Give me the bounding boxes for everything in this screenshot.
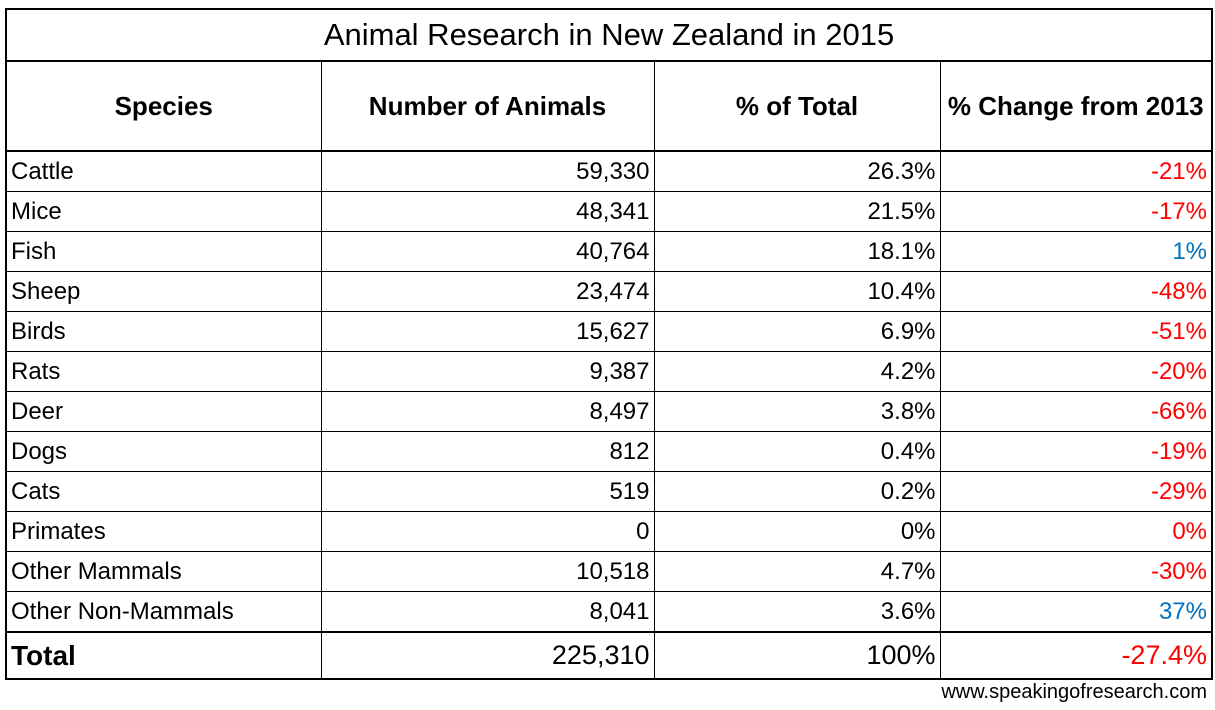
data-table: Animal Research in New Zealand in 2015 S… bbox=[5, 8, 1213, 680]
species-cell: Mice bbox=[5, 191, 322, 232]
total-cell: 225,310 bbox=[320, 631, 655, 680]
column-header: % Change from 2013 bbox=[939, 60, 1213, 152]
value-cell: 519 bbox=[320, 471, 655, 512]
table-row: Mice 48,341 21.5% -17% bbox=[5, 191, 1213, 232]
value-cell: 37% bbox=[939, 591, 1213, 633]
value-cell: 18.1% bbox=[653, 231, 941, 272]
table-row: Deer 8,497 3.8% -66% bbox=[5, 391, 1213, 432]
value-cell: 26.3% bbox=[653, 150, 941, 192]
species-cell: Dogs bbox=[5, 431, 322, 472]
table-title: Animal Research in New Zealand in 2015 bbox=[5, 8, 1213, 62]
table-row: Cats 519 0.2% -29% bbox=[5, 471, 1213, 512]
value-cell: 8,041 bbox=[320, 591, 655, 633]
value-cell: 0% bbox=[939, 511, 1213, 552]
value-cell: -21% bbox=[939, 150, 1213, 192]
species-cell: Fish bbox=[5, 231, 322, 272]
value-cell: 1% bbox=[939, 231, 1213, 272]
source-url: www.speakingofresearch.com bbox=[941, 681, 1207, 703]
value-cell: -19% bbox=[939, 431, 1213, 472]
value-cell: 0 bbox=[320, 511, 655, 552]
species-cell: Other Non-Mammals bbox=[5, 591, 322, 633]
value-cell: 0% bbox=[653, 511, 941, 552]
value-cell: 59,330 bbox=[320, 150, 655, 192]
column-header: Number of Animals bbox=[320, 60, 655, 152]
species-cell: Other Mammals bbox=[5, 551, 322, 592]
value-cell: 0.2% bbox=[653, 471, 941, 512]
table-row: Other Mammals 10,518 4.7% -30% bbox=[5, 551, 1213, 592]
value-cell: 48,341 bbox=[320, 191, 655, 232]
value-cell: 10.4% bbox=[653, 271, 941, 312]
value-cell: -48% bbox=[939, 271, 1213, 312]
table-row: Dogs 812 0.4% -19% bbox=[5, 431, 1213, 472]
species-cell: Sheep bbox=[5, 271, 322, 312]
header-row: Species Number of Animals% of Total% Chan… bbox=[5, 60, 1213, 152]
value-cell: -20% bbox=[939, 351, 1213, 392]
table-row: Rats 9,387 4.2% -20% bbox=[5, 351, 1213, 392]
value-cell: 15,627 bbox=[320, 311, 655, 352]
value-cell: 21.5% bbox=[653, 191, 941, 232]
table-row: Other Non-Mammals 8,041 3.6% 37% bbox=[5, 591, 1213, 633]
table-row: Birds 15,627 6.9% -51% bbox=[5, 311, 1213, 352]
value-cell: 0.4% bbox=[653, 431, 941, 472]
table-row: Cattle 59,330 26.3% -21% bbox=[5, 150, 1213, 192]
value-cell: -51% bbox=[939, 311, 1213, 352]
value-cell: 10,518 bbox=[320, 551, 655, 592]
value-cell: -17% bbox=[939, 191, 1213, 232]
value-cell: 40,764 bbox=[320, 231, 655, 272]
table-body: Cattle 59,330 26.3% -21% Mice 48,341 21.5% -17%… bbox=[5, 150, 1213, 633]
value-cell: 6.9% bbox=[653, 311, 941, 352]
species-cell: Cats bbox=[5, 471, 322, 512]
column-header: Species bbox=[5, 60, 322, 152]
total-cell: 100% bbox=[653, 631, 941, 680]
value-cell: -29% bbox=[939, 471, 1213, 512]
species-cell: Cattle bbox=[5, 150, 322, 192]
table-row: Fish 40,764 18.1% 1% bbox=[5, 231, 1213, 272]
table-row: Primates 0 0% 0% bbox=[5, 511, 1213, 552]
value-cell: 8,497 bbox=[320, 391, 655, 432]
table-row: Sheep 23,474 10.4% -48% bbox=[5, 271, 1213, 312]
value-cell: 4.7% bbox=[653, 551, 941, 592]
value-cell: 812 bbox=[320, 431, 655, 472]
value-cell: 4.2% bbox=[653, 351, 941, 392]
title-row: Animal Research in New Zealand in 2015 bbox=[5, 8, 1213, 62]
column-header: % of Total bbox=[653, 60, 941, 152]
species-cell: Birds bbox=[5, 311, 322, 352]
species-cell: Rats bbox=[5, 351, 322, 392]
total-label: Total bbox=[5, 631, 322, 680]
value-cell: 3.8% bbox=[653, 391, 941, 432]
value-cell: 9,387 bbox=[320, 351, 655, 392]
value-cell: 3.6% bbox=[653, 591, 941, 633]
value-cell: -30% bbox=[939, 551, 1213, 592]
species-cell: Deer bbox=[5, 391, 322, 432]
value-cell: -66% bbox=[939, 391, 1213, 432]
total-row: Total 225,310 100% -27.4% bbox=[5, 631, 1213, 680]
value-cell: 23,474 bbox=[320, 271, 655, 312]
species-cell: Primates bbox=[5, 511, 322, 552]
total-cell: -27.4% bbox=[939, 631, 1213, 680]
